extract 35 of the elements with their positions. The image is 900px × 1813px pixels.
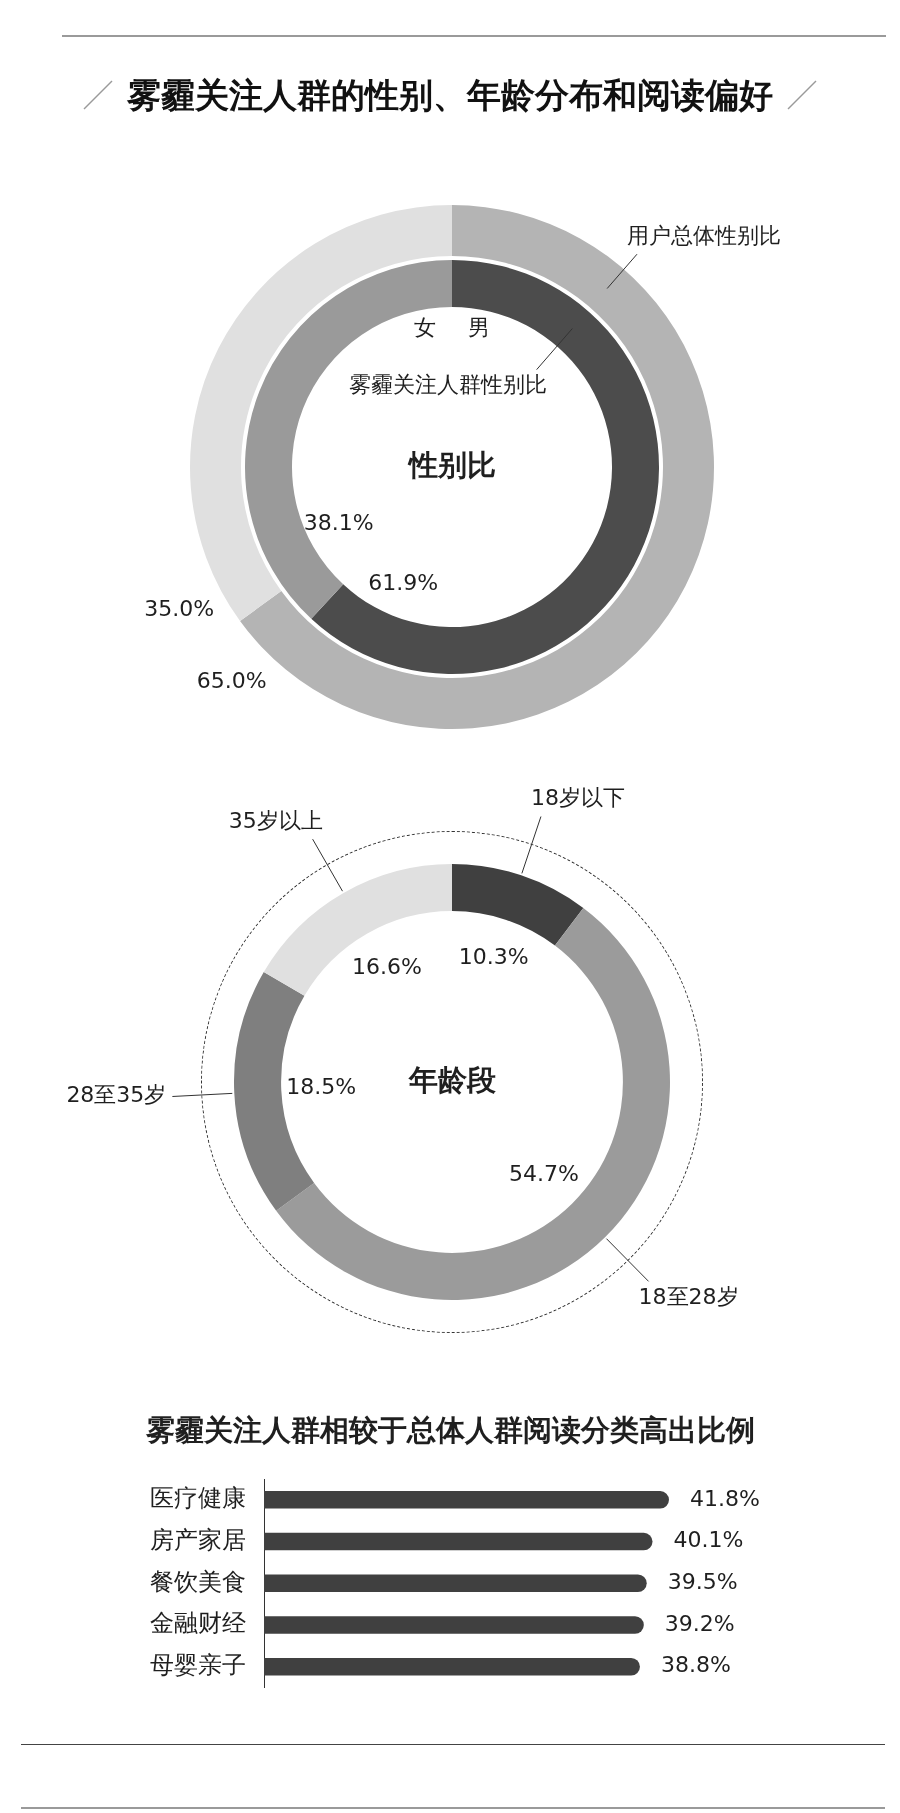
chart-title: 雾霾关注人群相较于总体人群阅读分类高出比例	[144, 1412, 755, 1447]
data-label: 18.5%	[286, 1074, 357, 1100]
y-tick-label: 房产家居	[150, 1525, 246, 1554]
bar	[264, 1616, 644, 1634]
bar	[264, 1657, 640, 1676]
data-label: 41.8%	[690, 1485, 760, 1511]
slice-label: 雾霾关注人群性别比	[348, 372, 547, 398]
data-label: 35.0%	[144, 595, 215, 621]
text: 雾霾关注人群的性别、年龄分布和阅读偏好	[127, 74, 773, 116]
bar	[264, 1532, 653, 1551]
slice-label: 28至35岁	[66, 1082, 167, 1108]
data-label: 54.7%	[508, 1160, 579, 1186]
y-tick-label: 餐饮美食	[150, 1567, 246, 1596]
data-label: 65.0%	[196, 668, 267, 694]
slice-label: 18岁以下	[530, 785, 625, 811]
bar	[264, 1491, 669, 1509]
data-label: 39.2%	[664, 1610, 735, 1636]
slice-label: 男	[467, 315, 490, 341]
data-label: 39.5%	[667, 1569, 738, 1595]
data-label: 38.8%	[660, 1652, 731, 1678]
slice-label: 18至28岁	[638, 1284, 739, 1310]
data-label: 38.1%	[303, 510, 374, 536]
data-label: 16.6%	[351, 954, 422, 980]
y-tick-label: 母婴亲子	[150, 1650, 246, 1679]
text: 年龄段	[407, 1062, 496, 1097]
text: 性别比	[406, 447, 496, 482]
data-label: 61.9%	[368, 570, 439, 595]
y-tick-label: 金融财经	[150, 1609, 246, 1638]
slice-label: 用户总体性别比	[627, 222, 782, 248]
y-tick-label: 医疗健康	[150, 1484, 246, 1513]
data-label: 40.1%	[673, 1527, 744, 1553]
bar	[264, 1574, 647, 1593]
slice-label: 35岁以上	[228, 807, 323, 833]
data-label: 10.3%	[458, 943, 529, 969]
slice-label: 女	[414, 315, 437, 341]
